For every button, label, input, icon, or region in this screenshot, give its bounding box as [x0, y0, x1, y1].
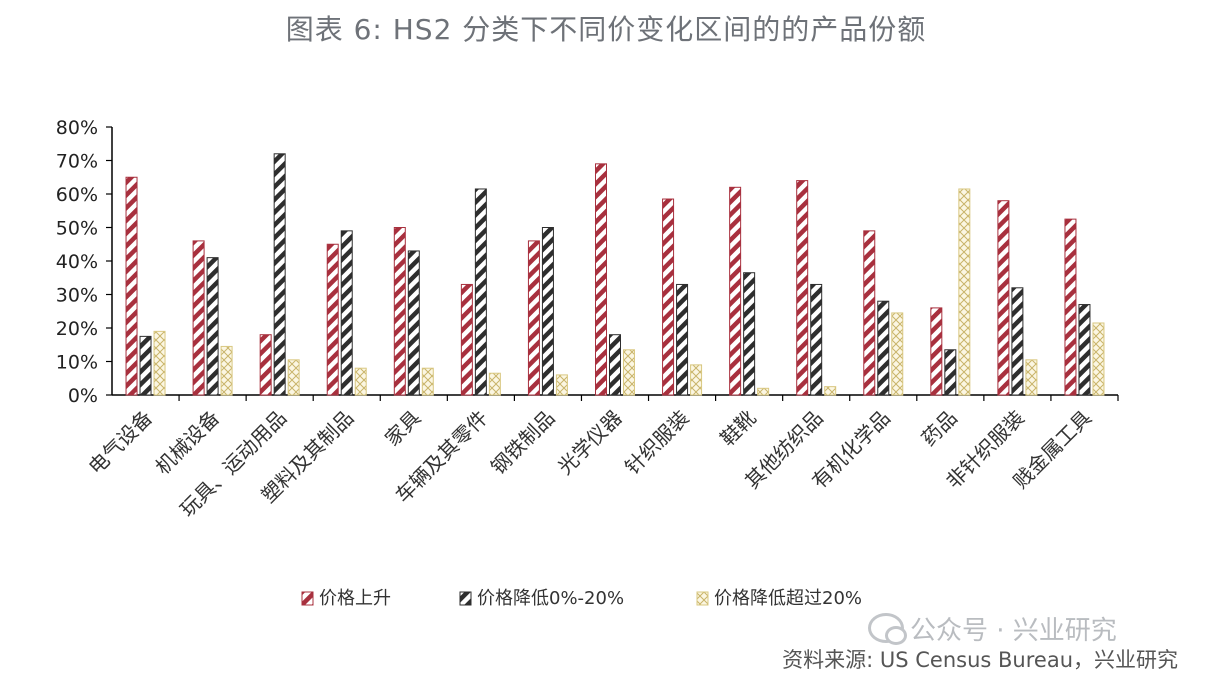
bar-1 — [393, 227, 406, 396]
y-tick-label: 70% — [56, 151, 98, 173]
legend-swatch-1 — [301, 591, 314, 606]
plot-area: 0%10%20%30%40%50%60%70%80%电气设备机械设备玩具、运动用… — [56, 117, 1119, 522]
chart-title: 图表 6: HS2 分类下不同价变化区间的的产品份额 — [285, 13, 927, 46]
bar-2 — [609, 334, 621, 396]
bar-3 — [958, 188, 971, 396]
y-tick-label: 20% — [56, 318, 98, 340]
bar-1 — [729, 186, 742, 396]
bar-2 — [273, 153, 286, 396]
bar-2 — [676, 283, 689, 396]
bar-2 — [474, 188, 487, 396]
bar-3 — [1025, 359, 1038, 396]
source-note: 资料来源: US Census Bureau，兴业研究 — [782, 648, 1178, 672]
legend-swatch-2 — [459, 591, 472, 606]
watermark-text: 公众号 · 兴业研究 — [910, 616, 1117, 646]
legend: 价格上升 价格降低0%-20% 价格降低超过20% — [301, 588, 862, 609]
y-tick-label: 60% — [56, 184, 98, 206]
bar-1 — [326, 243, 339, 396]
bar-1 — [930, 307, 943, 396]
bar-2 — [877, 300, 890, 396]
bar-2 — [743, 272, 756, 396]
bar-3 — [1092, 322, 1105, 396]
wechat-icon — [868, 613, 907, 645]
category-label: 鞋靴 — [715, 406, 760, 451]
category-label: 光学仪器 — [553, 406, 627, 480]
bar-2 — [206, 257, 219, 396]
bar-1 — [259, 334, 272, 396]
y-tick-label: 80% — [56, 117, 98, 139]
category-label: 电气设备 — [84, 406, 158, 480]
category-label: 针织服装 — [620, 406, 694, 480]
bar-3 — [220, 345, 233, 396]
bar-3 — [690, 364, 703, 396]
bar-1 — [595, 163, 607, 396]
legend-label-1: 价格上升 — [319, 588, 391, 609]
y-tick-label: 40% — [56, 251, 98, 273]
y-tick-label: 0% — [68, 385, 98, 407]
legend-swatch-3 — [696, 591, 709, 606]
legend-label-3: 价格降低超过20% — [714, 588, 862, 609]
bar-2 — [1011, 287, 1024, 396]
bar-1 — [997, 200, 1010, 396]
bar-2 — [810, 283, 823, 396]
bar-1 — [863, 230, 876, 396]
category-label: 钢铁制品 — [486, 406, 560, 480]
y-tick-label: 30% — [56, 285, 98, 307]
bar-2 — [139, 335, 152, 396]
bar-3 — [421, 367, 434, 396]
bar-3 — [488, 372, 501, 396]
bar-1 — [662, 198, 675, 396]
bar-3 — [153, 330, 166, 396]
bar-1 — [460, 283, 473, 396]
bar-2 — [541, 227, 554, 396]
bar-2 — [340, 230, 353, 396]
y-tick-label: 50% — [56, 218, 98, 240]
y-tick-label: 10% — [56, 352, 98, 374]
bar-3 — [757, 387, 770, 396]
bar-1 — [1064, 218, 1077, 396]
bar-1 — [796, 180, 809, 396]
bar-3 — [555, 374, 568, 396]
watermark: 公众号 · 兴业研究 — [868, 610, 1117, 647]
legend-label-2: 价格降低0%-20% — [477, 588, 624, 609]
bar-3 — [891, 312, 904, 396]
category-label: 家具 — [380, 406, 425, 451]
bar-3 — [287, 359, 300, 396]
bar-3 — [623, 349, 635, 396]
bar-1 — [125, 176, 138, 396]
bar-3 — [354, 367, 367, 396]
bar-1 — [527, 240, 540, 396]
bar-2 — [944, 349, 957, 396]
bar-3 — [824, 386, 837, 396]
bar-2 — [1078, 304, 1091, 396]
bar-1 — [192, 240, 205, 396]
category-label: 药品 — [917, 406, 962, 451]
bar-2 — [407, 250, 420, 396]
